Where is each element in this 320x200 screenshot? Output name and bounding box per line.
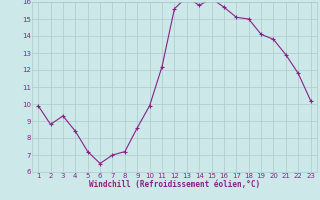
X-axis label: Windchill (Refroidissement éolien,°C): Windchill (Refroidissement éolien,°C) bbox=[89, 180, 260, 189]
